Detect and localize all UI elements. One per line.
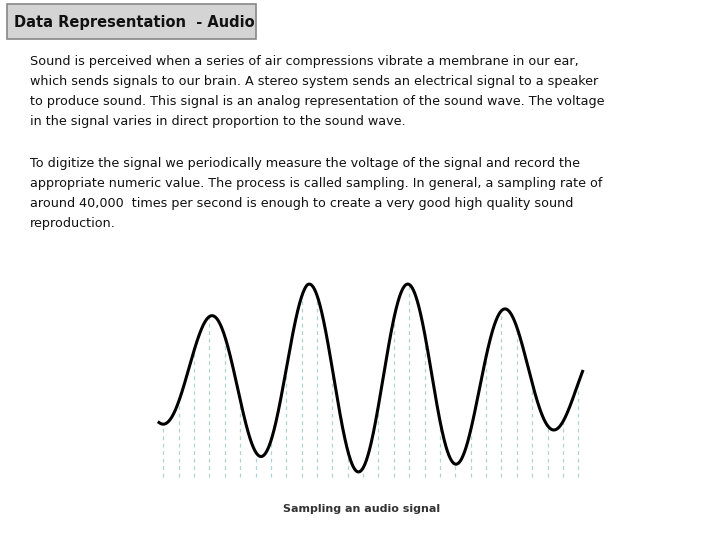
Text: to produce sound. This signal is an analog representation of the sound wave. The: to produce sound. This signal is an anal… [30, 95, 605, 108]
Text: To digitize the signal we periodically measure the voltage of the signal and rec: To digitize the signal we periodically m… [30, 157, 580, 170]
Text: Data Representation  - Audio: Data Representation - Audio [14, 15, 255, 30]
Text: around 40,000  times per second is enough to create a very good high quality sou: around 40,000 times per second is enough… [30, 197, 573, 210]
Text: Sampling an audio signal: Sampling an audio signal [284, 504, 441, 514]
Text: Sound is perceived when a series of air compressions vibrate a membrane in our e: Sound is perceived when a series of air … [30, 55, 579, 68]
FancyBboxPatch shape [7, 4, 256, 39]
Text: which sends signals to our brain. A stereo system sends an electrical signal to : which sends signals to our brain. A ster… [30, 75, 598, 88]
Text: appropriate numeric value. The process is called sampling. In general, a samplin: appropriate numeric value. The process i… [30, 177, 603, 190]
Text: reproduction.: reproduction. [30, 217, 116, 230]
Text: in the signal varies in direct proportion to the sound wave.: in the signal varies in direct proportio… [30, 115, 405, 128]
